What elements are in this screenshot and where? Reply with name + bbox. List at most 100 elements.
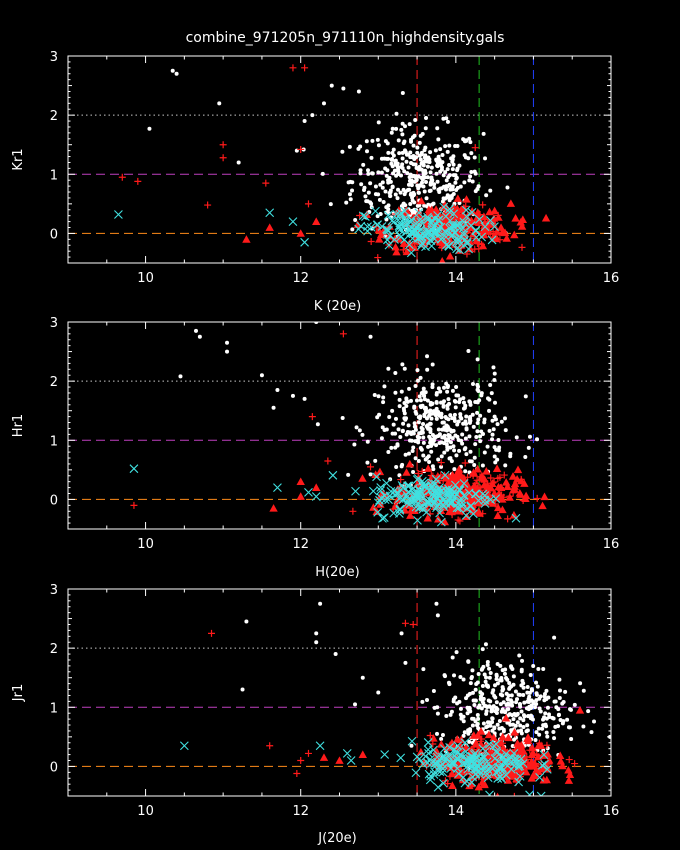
- white-point: [217, 101, 222, 106]
- white-point: [419, 207, 424, 212]
- cyan-cross-point: [436, 222, 446, 232]
- cyan-cross-point: [425, 496, 435, 505]
- cyan-cross-point: [411, 768, 421, 778]
- red-plus-point: [518, 243, 526, 251]
- white-point: [425, 456, 430, 461]
- cyan-cross-point: [406, 248, 416, 258]
- cyan-cross-point: [383, 210, 393, 220]
- red-triangle-point: [242, 235, 251, 243]
- white-point: [475, 713, 480, 718]
- white-point: [531, 664, 536, 669]
- cyan-cross-point: [491, 739, 501, 749]
- white-point: [376, 143, 381, 148]
- red-plus-point: [468, 485, 476, 493]
- x-tick-label: 14: [448, 271, 465, 286]
- white-point: [447, 143, 452, 148]
- cyan-cross-point: [433, 782, 443, 792]
- axes-frame: [67, 55, 612, 264]
- red-triangle-point: [433, 471, 443, 480]
- white-point: [470, 179, 475, 184]
- cyan-cross-point: [346, 756, 356, 765]
- white-point: [436, 187, 441, 192]
- white-point: [517, 653, 522, 658]
- red-triangle-point: [459, 775, 468, 784]
- white-point: [439, 454, 444, 459]
- white-point: [480, 463, 485, 468]
- white-point: [462, 180, 467, 185]
- cyan-cross-point: [536, 791, 546, 796]
- red-triangle-point: [521, 756, 530, 764]
- white-point: [400, 132, 405, 137]
- red-plus-point: [474, 482, 482, 490]
- white-point: [489, 391, 494, 396]
- y-tick-label: 1: [50, 434, 58, 449]
- white-point: [523, 394, 528, 399]
- white-point: [403, 417, 408, 422]
- cyan-cross-point: [462, 239, 472, 248]
- white-point: [402, 139, 407, 144]
- red-triangle-point: [391, 242, 400, 251]
- white-point: [461, 421, 466, 426]
- white-point: [373, 184, 378, 189]
- red-triangle-point: [513, 465, 523, 474]
- red-plus-point: [219, 154, 227, 162]
- white-point: [435, 731, 440, 736]
- white-point: [525, 723, 530, 728]
- white-point: [428, 182, 433, 187]
- red-triangle-point: [517, 222, 527, 230]
- red-triangle-point: [495, 792, 500, 796]
- white-point: [464, 426, 469, 431]
- white-point: [448, 712, 453, 717]
- cyan-cross-point: [429, 745, 438, 755]
- white-point: [449, 709, 454, 714]
- white-point: [328, 202, 333, 207]
- white-point: [556, 724, 561, 729]
- red-plus-point: [470, 743, 478, 751]
- cyan-cross-point: [129, 464, 139, 474]
- cyan-cross-point: [420, 481, 430, 491]
- white-point: [405, 171, 410, 176]
- cyan-cross-point: [430, 214, 440, 224]
- white-point: [449, 429, 454, 434]
- white-point: [525, 684, 530, 689]
- white-point: [422, 203, 427, 208]
- white-point: [451, 173, 456, 178]
- white-point: [413, 118, 418, 123]
- white-point: [240, 687, 245, 692]
- red-triangle-point: [504, 733, 513, 742]
- white-point: [468, 449, 473, 454]
- white-point: [419, 391, 424, 396]
- white-point: [508, 685, 513, 690]
- white-point: [422, 189, 427, 194]
- white-point: [421, 184, 426, 189]
- cyan-cross-point: [487, 235, 497, 245]
- white-point: [492, 445, 497, 450]
- red-plus-point: [496, 473, 504, 481]
- white-point: [434, 416, 439, 421]
- white-point: [358, 168, 363, 173]
- cyan-cross-point: [464, 244, 473, 254]
- white-point: [452, 412, 457, 417]
- white-point: [538, 709, 543, 714]
- cyan-cross-point: [480, 499, 490, 508]
- white-point: [402, 400, 407, 405]
- white-point: [406, 165, 411, 170]
- white-point: [510, 744, 515, 749]
- white-point: [407, 438, 412, 443]
- white-point: [492, 454, 497, 459]
- white-point: [347, 144, 352, 149]
- white-point: [384, 173, 389, 178]
- white-point: [368, 472, 373, 477]
- white-point: [488, 699, 493, 704]
- cyan-cross-point: [379, 513, 389, 523]
- white-point: [395, 443, 400, 448]
- white-point: [381, 395, 386, 400]
- red-triangle-point: [510, 230, 519, 239]
- white-point: [365, 439, 370, 444]
- white-point: [541, 723, 546, 728]
- red-plus-point: [262, 179, 270, 187]
- red-triangle-point: [312, 483, 321, 491]
- red-triangle-point: [575, 706, 585, 714]
